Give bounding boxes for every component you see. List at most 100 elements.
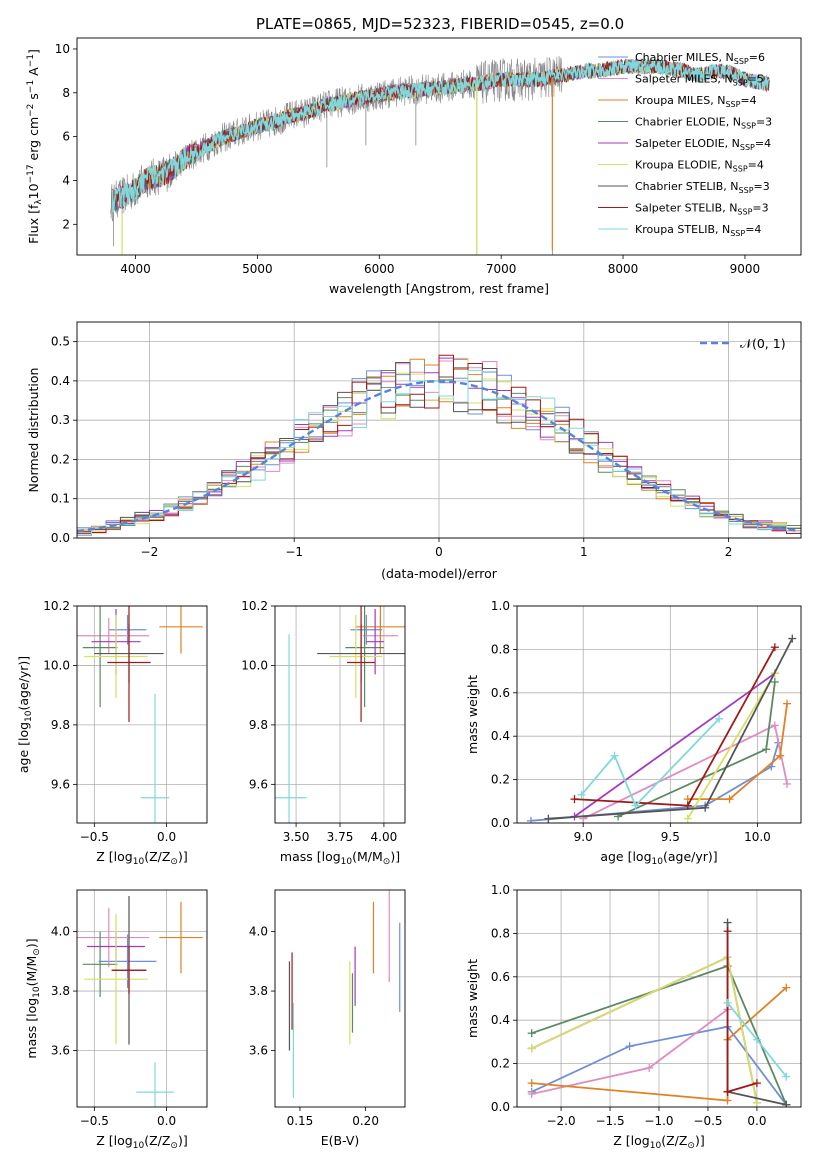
y-tick-label: 0.0 — [491, 816, 510, 830]
mass-weight-marker — [723, 1096, 732, 1105]
y-tick-label: 1.0 — [491, 599, 510, 613]
axes-frame — [76, 889, 208, 1108]
plot-area — [77, 606, 203, 823]
x-tick-label: 7000 — [486, 262, 517, 276]
y-tick-label: 9.6 — [249, 777, 268, 791]
x-tick-label: 2 — [725, 545, 733, 559]
y-tick-label: 3.6 — [249, 1044, 268, 1058]
mass-weight-vs-age-panel: 9.0 9.5 10.0 0.0 0.2 0.4 0.6 0.8 1.0 age [log10(a… — [465, 599, 802, 867]
y-tick-label: 10 — [55, 42, 70, 56]
legend-entry: Chabrier STELIB, NSSP=3 — [635, 180, 770, 195]
model-spectrum-line — [110, 58, 770, 215]
mass-weight-marker — [723, 918, 732, 927]
mass-weight-line — [726, 931, 758, 1094]
y-tick-label: 0.4 — [51, 374, 70, 388]
y-tick-label: 10.0 — [43, 658, 70, 672]
mass-weight-marker — [527, 1044, 536, 1053]
plot-area — [288, 890, 401, 1099]
legend-entry: Kroupa STELIB, NSSP=4 — [635, 223, 761, 238]
figure-title: PLATE=0865, MJD=52323, FIBERID=0545, z=0… — [256, 15, 624, 33]
mass-weight-marker — [645, 1063, 654, 1072]
mass-weight-marker — [723, 1087, 732, 1096]
y-tick-label: 9.8 — [51, 718, 70, 732]
x-axis-label: (data-model)/error — [381, 566, 498, 581]
legend-entry: Kroupa ELODIE, NSSP=4 — [635, 159, 764, 174]
x-tick-label: 0.0 — [157, 830, 176, 844]
x-tick-label: −1.0 — [644, 1114, 673, 1128]
x-tick-label: 0 — [435, 545, 443, 559]
y-tick-label: 0.8 — [491, 926, 510, 940]
y-axis-label: Flux [fλ10−17 erg cm−2 s−1 A−1] — [26, 49, 44, 244]
x-tick-label: −1.5 — [595, 1114, 624, 1128]
y-tick-label: 0.0 — [491, 1100, 510, 1114]
x-axis-label: mass [log10(M/M⊙)] — [280, 849, 400, 867]
x-tick-label: 9000 — [730, 262, 761, 276]
mass-weight-marker — [527, 1089, 536, 1098]
y-axis-label: age [log10(age/yr)] — [16, 656, 34, 773]
y-tick-label: 4.0 — [51, 925, 70, 939]
mass-weight-line — [530, 742, 780, 822]
y-tick-label: 0.2 — [491, 773, 510, 787]
mass-weight-marker — [631, 801, 640, 810]
mass-weight-marker — [625, 1042, 634, 1051]
mass-weight-marker — [788, 634, 797, 643]
x-tick-label: 10.0 — [744, 830, 771, 844]
y-tick-label: 6 — [62, 130, 70, 144]
mass-weight-marker — [683, 801, 692, 810]
normal-distribution-curve — [77, 380, 799, 533]
legend-entry: Chabrier ELODIE, NSSP=3 — [635, 116, 772, 131]
y-tick-label: 0.4 — [491, 1013, 510, 1027]
x-axis-label: Z [log10(Z/Z⊙)] — [96, 1133, 187, 1151]
mass-weight-line — [617, 681, 776, 818]
mass-weight-marker — [527, 1079, 536, 1088]
y-tick-label: 3.8 — [249, 984, 268, 998]
mass-weight-marker — [752, 1079, 761, 1088]
y-tick-label: 3.6 — [51, 1044, 70, 1058]
mass-weight-marker — [701, 803, 710, 812]
y-tick-label: 0.0 — [51, 531, 70, 545]
y-tick-label: 9.6 — [51, 777, 70, 791]
model-spectrum-line — [110, 58, 770, 215]
legend-entry: Kroupa MILES, NSSP=4 — [635, 94, 757, 109]
y-tick-label: 0.1 — [51, 492, 70, 506]
plot-area — [110, 55, 770, 255]
y-axis-label: mass weight — [465, 959, 480, 1038]
mass-weight-marker — [782, 1100, 791, 1107]
y-tick-label: 0.5 — [51, 335, 70, 349]
mass-weight-vs-metallicity-panel: −2.0 −1.5 −1.0 −0.5 0.0 0.0 0.2 0.4 0.6 0.8 1.0 Z [… — [465, 883, 802, 1151]
x-tick-label: 6000 — [364, 262, 395, 276]
legend-entry: 𝒩(0, 1) — [740, 336, 786, 351]
mass-weight-line — [531, 956, 758, 1103]
plot-area — [526, 634, 797, 823]
y-tick-label: 10.2 — [241, 599, 268, 613]
y-tick-label: 10.2 — [43, 599, 70, 613]
x-axis-label: age [log10(age/yr)] — [600, 849, 717, 867]
x-tick-label: 0.15 — [287, 1114, 314, 1128]
y-tick-label: 0.6 — [491, 970, 510, 984]
mass-weight-marker — [610, 751, 619, 760]
x-tick-label: 0.20 — [352, 1114, 379, 1128]
mass-weight-marker — [577, 790, 586, 799]
mass-weight-marker — [782, 1072, 791, 1081]
mass-weight-marker — [715, 714, 724, 723]
x-axis-label: Z [log10(Z/Z⊙)] — [613, 1133, 704, 1151]
y-tick-label: 4.0 — [249, 925, 268, 939]
axes-frame — [516, 605, 802, 824]
x-axis-label: Z [log10(Z/Z⊙)] — [96, 849, 187, 867]
mass-weight-marker — [725, 795, 734, 804]
residual-histogram-panel: −2 −1 0 1 2 0.0 0.1 0.2 0.3 0.4 0.5 (data-model)/er… — [26, 321, 802, 581]
plot-area — [77, 354, 801, 536]
legend-entry: Chabrier MILES, NSSP=6 — [635, 51, 765, 66]
mass-weight-marker — [762, 745, 771, 754]
mass-weight-marker — [770, 721, 779, 730]
mass-weight-marker — [770, 643, 779, 652]
mass-weight-line — [531, 1025, 788, 1106]
mass-weight-marker — [770, 677, 779, 686]
axes-frame — [76, 605, 208, 824]
mass-weight-marker — [683, 814, 692, 823]
axes-frame — [516, 889, 802, 1108]
x-tick-label: −0.5 — [80, 830, 109, 844]
y-tick-label: 0.6 — [491, 686, 510, 700]
plot-area — [77, 895, 203, 1107]
